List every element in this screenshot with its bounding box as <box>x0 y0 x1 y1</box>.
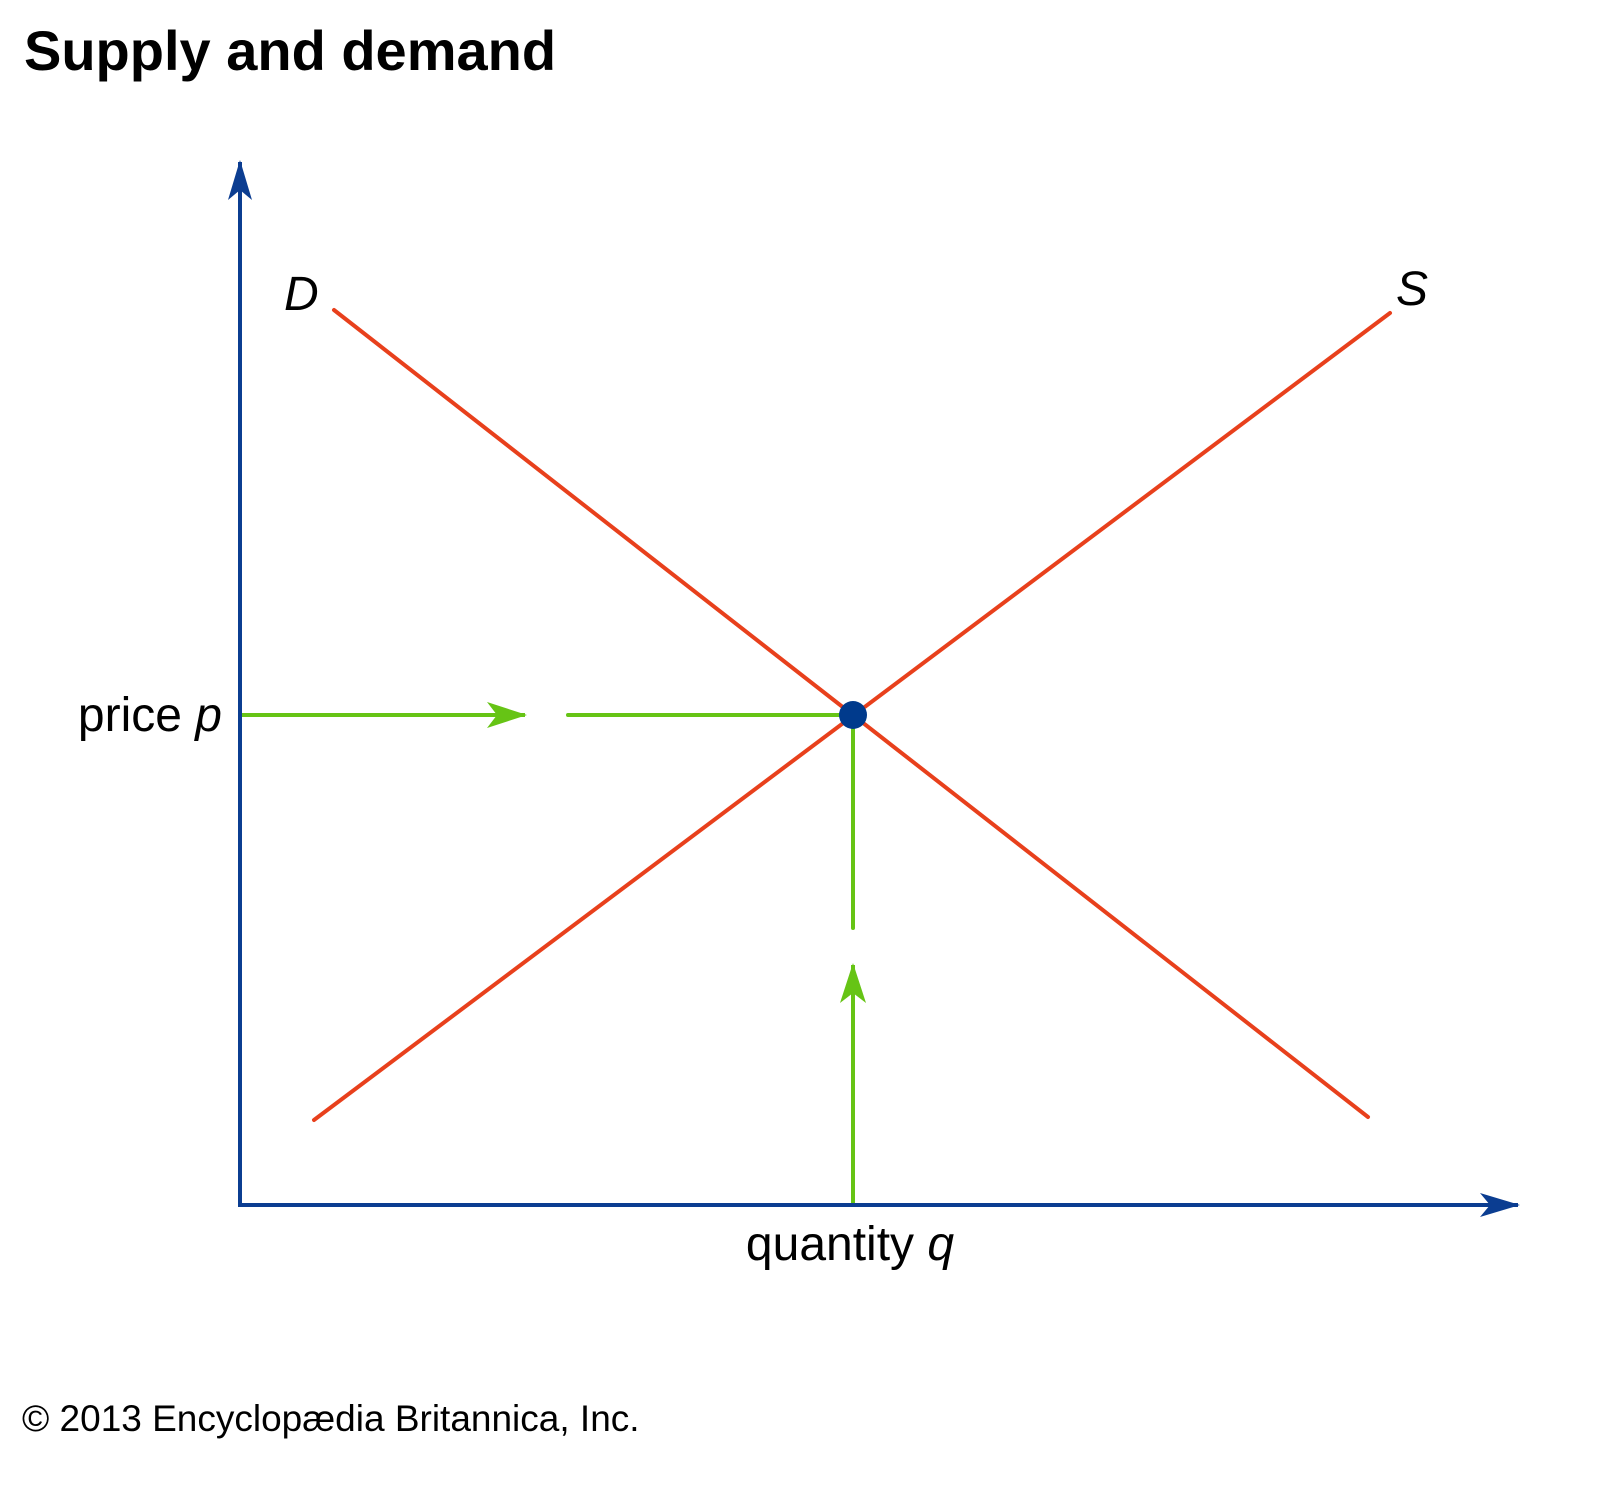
y-axis-label: price p <box>78 689 222 742</box>
x-axis-label-var: q <box>927 1218 954 1271</box>
x-axis-label: quantity q <box>746 1218 954 1271</box>
chart-title: Supply and demand <box>24 19 556 82</box>
copyright: © 2013 Encyclopædia Britannica, Inc. <box>22 1398 640 1439</box>
y-axis-label-text: price <box>78 689 195 742</box>
demand-label: D <box>284 268 319 321</box>
y-axis-label-var: p <box>193 689 222 742</box>
equilibrium-point <box>839 701 867 729</box>
x-axis-label-text: quantity <box>746 1218 927 1271</box>
supply-label: S <box>1396 263 1428 316</box>
